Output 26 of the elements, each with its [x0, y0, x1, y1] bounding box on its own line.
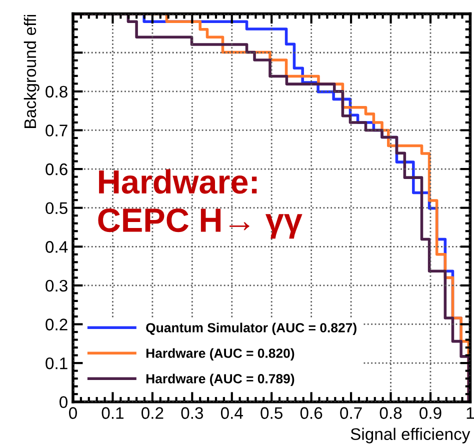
y-axis-title: Background effi [24, 14, 40, 128]
y-tick-label: 0.3 [46, 280, 68, 292]
y-tick-label: 0.2 [46, 318, 68, 330]
y-tick-label: 0.6 [46, 163, 68, 176]
legend-label: Quantum Simulator (AUC = 0.827) [146, 322, 356, 336]
y-tick-label: 0.7 [46, 124, 68, 136]
y-tick-label: 0.8 [46, 86, 68, 98]
y-tick-label: 0.1 [46, 357, 68, 370]
x-tick-label: 0.1 [102, 407, 124, 419]
x-tick-label: 0.9 [420, 407, 442, 419]
x-tick-label: 0 [69, 407, 77, 419]
x-tick-label: 0.8 [380, 407, 402, 419]
y-tick-label: 0.5 [46, 202, 68, 214]
y-tick-label: 0 [60, 396, 68, 408]
x-tick-label: 0.2 [142, 407, 164, 419]
x-tick-label: 0.7 [340, 407, 362, 419]
x-tick-label: 0.3 [181, 407, 204, 419]
x-tick-label: 0.4 [220, 407, 243, 419]
y-tick-label: 0.4 [46, 241, 68, 253]
legend-label: Hardware (AUC = 0.789) [146, 374, 294, 386]
annotation: Hardware: CEPC H→ γγ [98, 169, 302, 239]
x-tick-label: 0.5 [260, 407, 282, 419]
x-axis-title: Signal efficiency [350, 428, 470, 444]
legend-label: Hardware (AUC = 0.820) [146, 348, 294, 361]
x-tick-label: 1 [466, 407, 474, 419]
x-tick-label: 0.6 [300, 407, 322, 419]
